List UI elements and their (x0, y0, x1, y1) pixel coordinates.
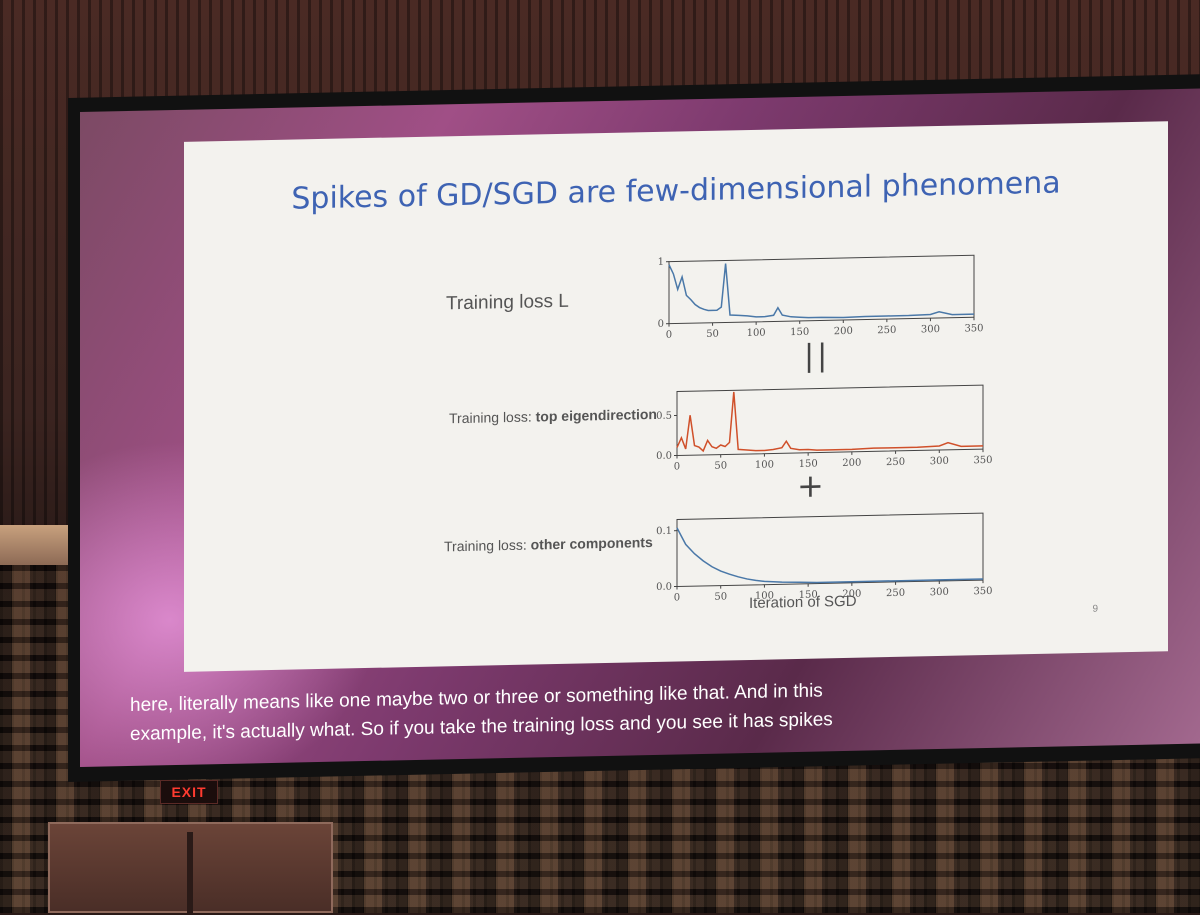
x-tick-label: 100 (755, 459, 774, 470)
plot-frame (677, 513, 983, 586)
x-tick-label: 300 (930, 587, 949, 598)
plot-frame (669, 255, 974, 323)
x-tick-label: 300 (930, 456, 949, 467)
row-label-top-eigendirection: Training loss: top eigendirection (449, 404, 657, 428)
door (48, 822, 333, 913)
x-tick-label: 350 (973, 455, 992, 466)
x-tick-label: 50 (714, 460, 727, 471)
wall-light-panel (0, 525, 70, 565)
slide-number: 9 (1092, 604, 1098, 615)
y-tick-label: 0 (658, 319, 664, 330)
x-tick-label: 350 (973, 586, 992, 597)
y-tick-label: 0.0 (656, 582, 672, 593)
x-tick-label: 200 (842, 458, 861, 469)
slide: Spikes of GD/SGD are few-dimensional phe… (184, 121, 1168, 672)
row-label-plain: Training loss: (449, 408, 536, 426)
x-tick-label: 50 (706, 329, 719, 340)
row-label-other-components: Training loss: other components (444, 532, 653, 557)
y-tick-label: 0.1 (656, 526, 672, 537)
x-tick-label: 200 (834, 326, 853, 337)
x-tick-label: 0 (674, 592, 680, 603)
x-axis-title: Iteration of SGD (749, 593, 857, 612)
x-tick-label: 250 (886, 588, 905, 599)
x-tick-label: 250 (877, 325, 896, 336)
x-tick-label: 50 (714, 591, 727, 602)
x-tick-label: 0 (666, 330, 672, 341)
x-tick-label: 250 (886, 457, 905, 468)
y-tick-label: 0.5 (656, 411, 672, 422)
x-tick-label: 350 (964, 323, 983, 334)
x-tick-label: 0 (674, 461, 680, 472)
plot-frame (677, 385, 983, 455)
y-tick-label: 1 (658, 257, 664, 268)
x-tick-label: 150 (790, 327, 809, 338)
equals-symbol: || (804, 338, 830, 374)
projection-screen: Spikes of GD/SGD are few-dimensional phe… (80, 89, 1200, 767)
plus-symbol: + (797, 466, 824, 505)
y-tick-label: 0.0 (656, 451, 672, 462)
training-loss-plot: 0 50 100 150 200 250 300 350 0 1 (637, 245, 982, 352)
row-label-plain: Training loss: (444, 537, 531, 555)
x-tick-label: 100 (747, 328, 766, 339)
series-line (677, 387, 983, 453)
row-label-bold: other components (531, 534, 653, 553)
slide-title: Spikes of GD/SGD are few-dimensional phe… (184, 163, 1168, 219)
exit-sign: EXIT (160, 780, 218, 804)
series-line (669, 258, 974, 321)
series-line (677, 521, 983, 585)
row-label-text: Training loss L (446, 291, 569, 315)
x-tick-label: 300 (921, 324, 940, 335)
row-label-training-loss: Training loss L (446, 291, 569, 316)
